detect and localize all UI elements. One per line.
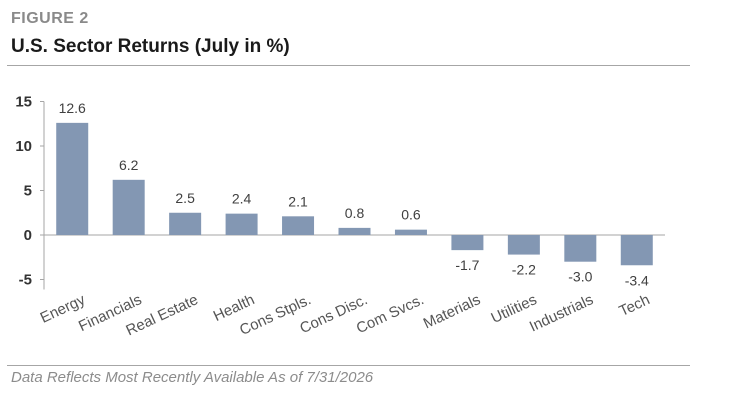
data-label: -3.0 (568, 269, 592, 285)
figure-label: FIGURE 2 (11, 10, 89, 27)
y-tick-label: -5 (19, 272, 32, 289)
bars (56, 122, 653, 266)
y-tick-label: 15 (15, 94, 32, 111)
y-tick-label: 10 (15, 138, 32, 155)
data-label: 2.1 (288, 193, 308, 209)
data-label: -3.4 (625, 272, 649, 288)
top-divider (7, 65, 690, 66)
bar (564, 235, 597, 262)
y-axis: 15 10 5 0 -5 (15, 94, 665, 290)
data-label: 2.4 (232, 191, 252, 207)
chart-title: U.S. Sector Returns (July in %) (11, 36, 290, 57)
data-label: 12.6 (59, 100, 86, 116)
bar (225, 213, 258, 235)
data-label: 0.8 (345, 205, 365, 221)
bottom-divider (7, 365, 690, 366)
bar (620, 235, 653, 266)
bar (338, 227, 371, 235)
bar-chart: 15 10 5 0 -5 12.6 6.2 2.5 2.4 2.1 0.8 0.6 -1.7 -2.2 -… (15, 94, 665, 339)
bar (394, 229, 427, 235)
bar (112, 179, 145, 235)
bar (282, 216, 315, 235)
bar (451, 235, 484, 251)
data-label: -1.7 (455, 257, 479, 273)
y-tick-label: 0 (24, 227, 32, 244)
data-label: 0.6 (401, 207, 421, 223)
category-label: Tech (617, 291, 653, 320)
data-label: -2.2 (512, 262, 536, 278)
data-labels: 12.6 6.2 2.5 2.4 2.1 0.8 0.6 -1.7 -2.2 -3.0 -3.4 (59, 100, 649, 288)
bar (169, 212, 202, 235)
data-label: 6.2 (119, 157, 139, 173)
category-label: Industrials (527, 291, 596, 335)
data-label: 2.5 (175, 190, 195, 206)
y-tick-label: 5 (24, 183, 32, 200)
bar (56, 122, 89, 235)
category-label: Materials (421, 291, 483, 332)
bar (507, 235, 540, 255)
footnote: Data Reflects Most Recently Available As… (11, 369, 374, 386)
